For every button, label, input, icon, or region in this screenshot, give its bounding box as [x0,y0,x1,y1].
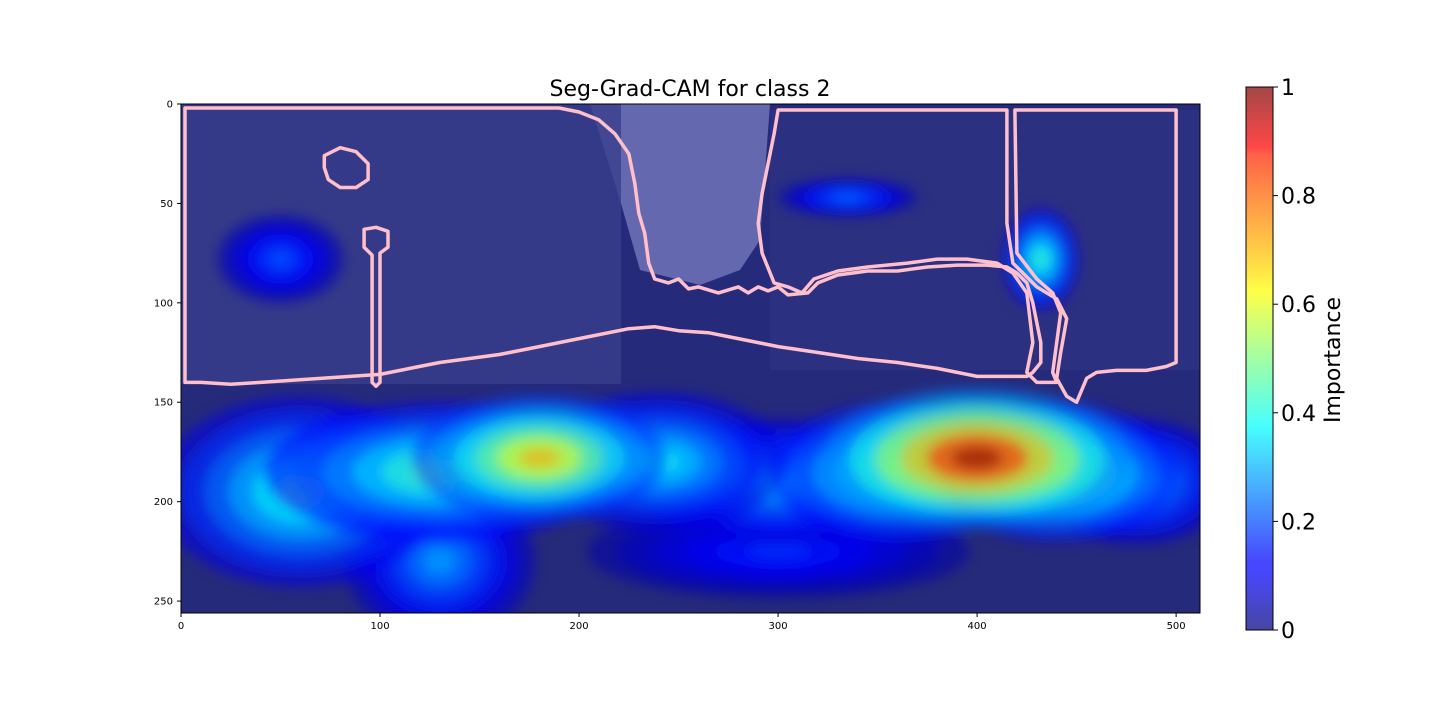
x-tick-label: 400 [968,621,987,632]
heatmap-overlay [181,178,1200,613]
x-tick-label: 500 [1167,621,1186,632]
colorbar-frame [1245,86,1274,631]
colorbar-tick-label: 0 [1281,619,1295,644]
segmentation-region [362,225,390,389]
colorbar-tick-label: 1 [1281,76,1295,101]
x-tick-label: 300 [769,621,788,632]
y-tick-label: 200 [154,497,173,508]
x-tick-label: 200 [570,621,589,632]
heat-spot [423,548,456,575]
heat-spot [951,446,1003,470]
x-tick-label: 0 [178,621,184,632]
segmentation-region [756,108,1178,404]
y-axis-ticks: 0 50 100 150 200 250 [154,100,181,608]
colorbar-tick-label: 0.6 [1281,293,1316,318]
y-tick-label: 100 [154,298,173,309]
heat-spot [518,447,561,469]
segmentation-region [322,145,370,190]
colorbar: 0 0.2 0.4 0.6 0.8 1 Importance [1245,76,1346,644]
sky-region [590,104,770,285]
colorbar-label: Importance [1321,297,1346,423]
y-tick-label: 50 [160,199,173,210]
colorbar-tick-label: 0.2 [1281,510,1316,535]
x-axis-ticks: 0 100 200 300 400 500 [178,613,1186,632]
heat-spot [836,194,860,201]
colorbar-gradient [1246,87,1273,630]
y-tick-label: 250 [154,597,173,608]
plot-image [181,104,1200,613]
plot-frame [180,103,1201,614]
heat-spot [746,543,810,560]
heat-spot [269,251,292,267]
colorbar-ticks: 0 0.2 0.4 0.6 0.8 1 [1273,76,1316,644]
colorbar-tick-label: 0.8 [1281,185,1316,210]
building-right [770,110,1200,370]
x-tick-label: 100 [370,621,389,632]
chart-title: Seg-Grad-CAM for class 2 [550,77,831,102]
colorbar-tick-label: 0.4 [1281,402,1316,427]
heat-spot [1034,250,1048,268]
segmentation-region [183,106,1043,387]
y-tick-label: 0 [167,100,173,111]
segmentation-outline [183,106,1178,404]
y-tick-label: 150 [154,398,173,409]
